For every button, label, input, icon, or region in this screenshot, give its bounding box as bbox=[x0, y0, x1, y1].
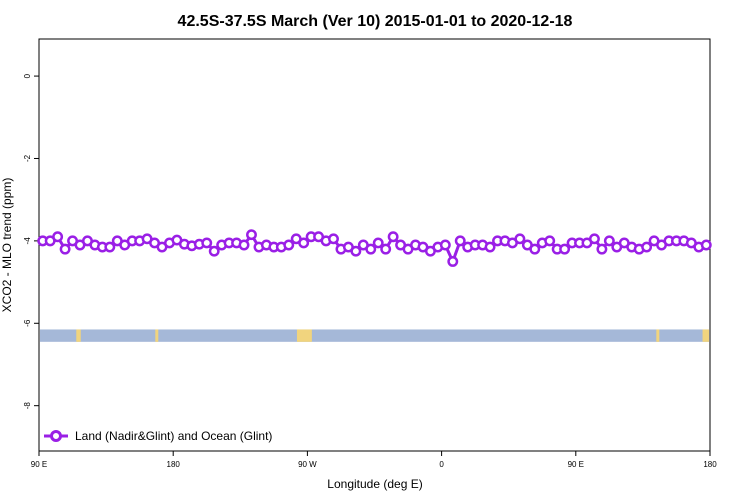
legend-marker-swatch bbox=[50, 430, 62, 442]
data-point bbox=[484, 241, 496, 253]
data-point bbox=[641, 241, 653, 253]
data-point bbox=[596, 243, 608, 255]
y-axis-label: XCO2 - MLO trend (ppm) bbox=[0, 178, 14, 313]
y-tick-label: -2 bbox=[23, 154, 32, 162]
data-point bbox=[246, 229, 257, 241]
x-axis-label: Longitude (deg E) bbox=[327, 477, 422, 491]
series-layer bbox=[37, 229, 712, 267]
land-band-segment bbox=[155, 329, 159, 342]
chart-title: 42.5S-37.5S March (Ver 10) 2015-01-01 to… bbox=[178, 13, 573, 30]
land-band-segment bbox=[656, 329, 660, 342]
legend: Land (Nadir&Glint) and Ocean (Glint) bbox=[44, 429, 272, 443]
x-axis: 90 E 180 90 W 0 90 E 180 bbox=[31, 451, 717, 469]
y-axis: 0 -2 -4 -6 -8 bbox=[23, 73, 39, 409]
data-point bbox=[59, 243, 71, 255]
y-tick-label: -4 bbox=[23, 237, 32, 245]
y-tick-label: 0 bbox=[23, 73, 32, 78]
data-point bbox=[372, 237, 384, 249]
data-point bbox=[529, 243, 541, 255]
data-point bbox=[439, 239, 451, 251]
x-tick-label: 180 bbox=[167, 460, 181, 469]
data-point bbox=[447, 256, 459, 267]
data-point bbox=[298, 237, 310, 249]
data-point bbox=[208, 245, 220, 257]
x-tick-label: 180 bbox=[703, 460, 717, 469]
data-point bbox=[104, 241, 116, 253]
data-point bbox=[454, 235, 466, 247]
surface-band bbox=[40, 329, 709, 342]
x-tick-label: 90 E bbox=[31, 460, 47, 469]
data-point bbox=[350, 245, 362, 257]
data-point bbox=[365, 243, 377, 255]
data-point bbox=[380, 243, 392, 255]
data-point bbox=[514, 233, 526, 245]
x-tick-label: 90 E bbox=[568, 460, 584, 469]
x-tick-label: 0 bbox=[439, 460, 444, 469]
data-point bbox=[238, 239, 250, 251]
data-point bbox=[603, 235, 615, 247]
data-point bbox=[52, 231, 64, 243]
data-point bbox=[387, 231, 399, 243]
data-point bbox=[588, 233, 600, 245]
ocean-band bbox=[40, 329, 709, 342]
data-point bbox=[544, 235, 556, 247]
data-point bbox=[283, 239, 295, 251]
legend-entry-label: Land (Nadir&Glint) and Ocean (Glint) bbox=[75, 429, 272, 443]
data-point bbox=[201, 237, 213, 249]
land-band-segment bbox=[702, 329, 709, 342]
land-band-segment bbox=[76, 329, 81, 342]
land-band-segment bbox=[296, 329, 312, 342]
data-point bbox=[328, 233, 339, 245]
data-point bbox=[559, 243, 571, 255]
y-tick-label: -6 bbox=[23, 319, 32, 327]
y-tick-label: -8 bbox=[23, 402, 32, 410]
x-tick-label: 90 W bbox=[298, 460, 317, 469]
data-point bbox=[700, 239, 712, 251]
